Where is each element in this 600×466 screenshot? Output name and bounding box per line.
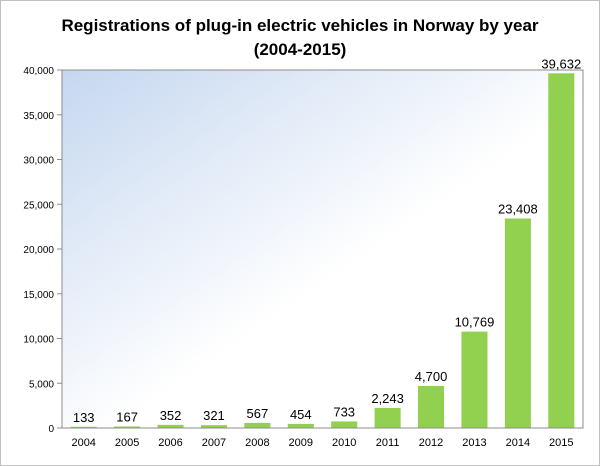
bars-group: 133 167 352 321 567 454 733 2,243 4,700 10,769 23,… (70, 56, 581, 428)
y-tick-label: 25,000 (23, 200, 54, 211)
x-tick-label: 2014 (506, 437, 530, 449)
y-tick-label: 20,000 (23, 245, 54, 256)
y-tick-label: 15,000 (23, 290, 54, 301)
data-label-2012: 4,700 (415, 369, 448, 384)
y-tick-label: 10,000 (23, 335, 54, 346)
bar-2008 (244, 422, 271, 428)
data-label-2013: 10,769 (455, 315, 495, 330)
data-label-2006: 352 (160, 408, 182, 423)
chart-title-line2: (2004-2015) (253, 40, 347, 59)
bar-2007 (200, 425, 227, 428)
x-axis: 2004 2005 2006 2007 2008 2009 2010 2011 2012 2013… (62, 427, 583, 449)
x-tick-label: 2012 (419, 437, 443, 449)
bar-2014 (504, 218, 531, 428)
bar-2012 (418, 385, 445, 428)
x-tick-label: 2010 (332, 437, 356, 449)
bar-2009 (287, 423, 314, 428)
data-label-2004: 133 (73, 410, 95, 425)
x-tick-label: 2007 (202, 437, 226, 449)
x-tick-label: 2009 (289, 437, 313, 449)
data-label-2011: 2,243 (371, 391, 404, 406)
x-tick-label: 2011 (376, 437, 400, 449)
y-tick-label: 0 (48, 424, 54, 435)
data-label-2015: 39,632 (541, 56, 581, 71)
y-axis: 0 5,000 10,000 15,000 20,000 25,000 30,000 35,0… (23, 66, 62, 435)
chart-title: Registrations of plug-in electric vehicl… (0, 14, 600, 62)
bar-2011 (374, 407, 401, 428)
x-tick-label: 2006 (158, 437, 182, 449)
x-tick-label: 2008 (245, 437, 269, 449)
x-tick-label: 2005 (115, 437, 139, 449)
plot-area (61, 69, 584, 429)
bar-2006 (157, 424, 184, 428)
bar-2010 (331, 421, 358, 428)
data-label-2007: 321 (203, 408, 225, 423)
y-tick-label: 5,000 (29, 379, 54, 390)
bar-2015 (548, 73, 575, 428)
data-label-2010: 733 (333, 404, 355, 419)
data-label-2009: 454 (290, 407, 312, 422)
x-tick-label: 2004 (71, 437, 95, 449)
x-tick-label: 2013 (462, 437, 486, 449)
data-label-2008: 567 (247, 406, 269, 421)
y-tick-label: 35,000 (23, 111, 54, 122)
y-tick-label: 40,000 (23, 66, 54, 77)
chart-title-line1: Registrations of plug-in electric vehicl… (61, 16, 539, 35)
y-tick-label: 30,000 (23, 156, 54, 167)
bar-2005 (114, 426, 141, 428)
bar-2013 (461, 331, 488, 428)
data-label-2005: 167 (116, 410, 138, 425)
x-tick-label: 2015 (549, 437, 573, 449)
data-label-2014: 23,408 (498, 201, 538, 216)
bar-2004 (70, 426, 97, 428)
